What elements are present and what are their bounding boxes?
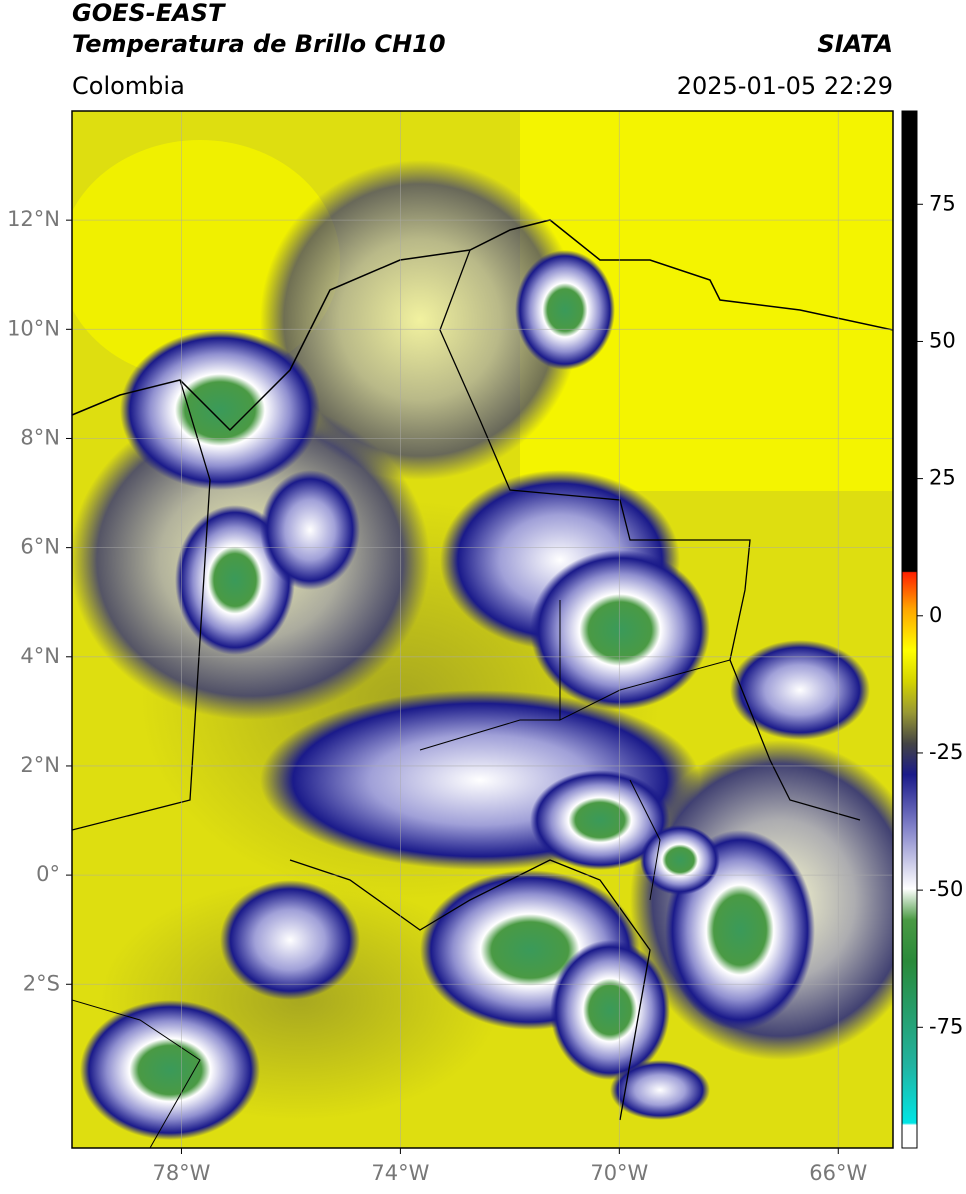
colorbar-tick-label: 50 bbox=[929, 328, 956, 352]
timestamp: 2025-01-05 22:29 bbox=[677, 72, 893, 100]
x-tick-label: 70°W bbox=[590, 1161, 648, 1185]
source: SIATA bbox=[817, 30, 893, 58]
grid bbox=[72, 111, 893, 1148]
x-tick-label: 74°W bbox=[371, 1161, 429, 1185]
y-tick-label: 4°N bbox=[20, 644, 60, 668]
y-tick-label: 12°N bbox=[7, 207, 60, 231]
y-tick-label: 2°N bbox=[20, 753, 60, 777]
y-tick-label: 8°N bbox=[20, 425, 60, 449]
colorbar-tick-label: 0 bbox=[929, 603, 942, 627]
colorbar-tick-label: -50 bbox=[929, 877, 963, 901]
colorbar-tick-label: -75 bbox=[929, 1014, 963, 1038]
y-tick-label: 6°N bbox=[20, 535, 60, 559]
colorbar-tick-label: 25 bbox=[929, 466, 956, 490]
colorbar bbox=[901, 110, 918, 1149]
subtitle: Temperatura de Brillo CH10 bbox=[72, 30, 446, 58]
y-tick-label: 2°S bbox=[23, 971, 60, 995]
map-frame bbox=[71, 110, 894, 1149]
colorbar-tick-label: -25 bbox=[929, 740, 963, 764]
y-tick-label: 0° bbox=[36, 862, 60, 886]
colorbar-tick-label: 75 bbox=[929, 191, 956, 215]
y-tick-label: 10°N bbox=[7, 316, 60, 340]
x-tick-label: 78°W bbox=[152, 1161, 210, 1185]
x-tick-label: 66°W bbox=[809, 1161, 867, 1185]
title: GOES-EAST bbox=[72, 0, 226, 27]
map-image bbox=[72, 111, 893, 1148]
region: Colombia bbox=[72, 72, 185, 100]
